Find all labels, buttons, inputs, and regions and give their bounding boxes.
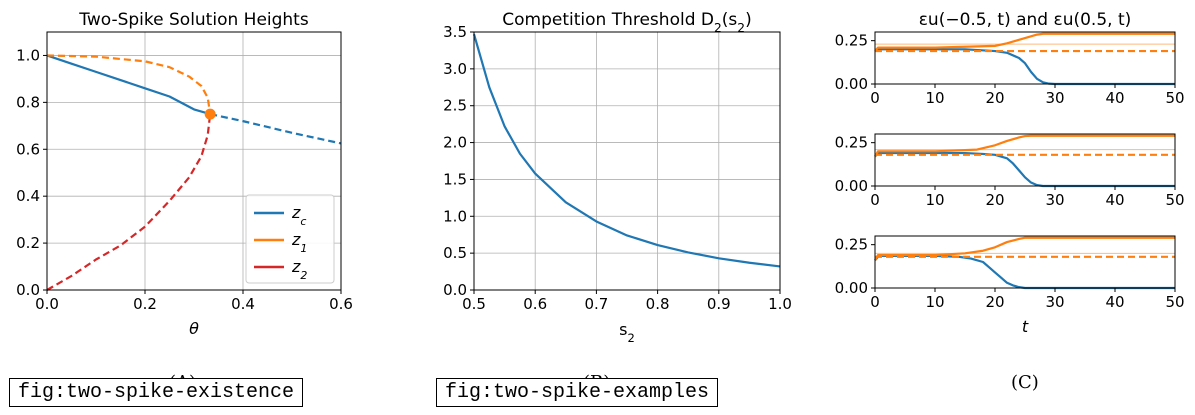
panel-c1 — [871, 31, 1176, 88]
axes-frame — [473, 31, 781, 291]
x-tick-label: 10 — [925, 191, 944, 209]
y-tick-label: 0.25 — [835, 134, 868, 152]
caption-c: (C) — [1011, 372, 1039, 393]
x-tick-label: 0 — [870, 293, 880, 311]
series-line-a-0 — [46, 54, 211, 116]
x-tick-label: 30 — [1045, 293, 1064, 311]
panel-b — [470, 31, 781, 294]
x-tick-label: 40 — [1105, 191, 1124, 209]
panel-a — [43, 31, 342, 294]
x-tick-label: 0.9 — [707, 295, 731, 313]
panel-c3 — [871, 235, 1176, 292]
y-tick-label: 3.0 — [443, 60, 467, 78]
chart-title: Competition Threshold D2(s2) — [502, 10, 751, 35]
x-tick-label: 0.4 — [231, 295, 255, 313]
legend-entry: z2 — [291, 257, 307, 282]
x-axis-label: s2 — [619, 320, 635, 345]
x-tick-label: 0.8 — [646, 295, 670, 313]
y-tick-label: 1.0 — [16, 46, 40, 64]
chart-title: εu(−0.5, t) and εu(0.5, t) — [919, 10, 1132, 30]
legend-entry: z1 — [291, 230, 307, 255]
x-tick-label: 20 — [985, 191, 1004, 209]
axes-frame — [874, 235, 1176, 289]
x-tick-label: 0.6 — [329, 295, 353, 313]
series-line-a-3 — [46, 113, 212, 291]
x-tick-label: 20 — [985, 89, 1004, 107]
x-tick-label: 10 — [925, 89, 944, 107]
series-line-c2-1 — [874, 134, 1175, 158]
bifurcation-marker — [204, 108, 216, 120]
y-tick-label: 0.0 — [16, 281, 40, 299]
series-line-c1-1 — [874, 32, 1175, 52]
x-axis-label: θ — [189, 319, 199, 338]
x-tick-label: 50 — [1165, 293, 1184, 311]
x-tick-label: 0.6 — [523, 295, 547, 313]
chart-title: Two-Spike Solution Heights — [78, 10, 309, 30]
y-tick-label: 0.2 — [16, 234, 40, 252]
panel-c2 — [871, 133, 1176, 190]
y-tick-label: 0.4 — [16, 187, 40, 205]
y-tick-label: 0.00 — [835, 75, 868, 93]
y-tick-label: 1.0 — [443, 207, 467, 225]
legend-entry: zc — [291, 203, 306, 228]
series-line-c3-1 — [874, 236, 1175, 261]
x-tick-label: 0.0 — [35, 295, 59, 313]
x-tick-label: 0 — [870, 89, 880, 107]
series-line-c1-0 — [874, 48, 1175, 86]
x-tick-label: 50 — [1165, 89, 1184, 107]
x-tick-label: 10 — [925, 293, 944, 311]
y-tick-label: 0.25 — [835, 32, 868, 50]
y-tick-label: 0.00 — [835, 177, 868, 195]
y-tick-label: 3.5 — [443, 23, 467, 41]
y-tick-label: 0.25 — [835, 236, 868, 254]
x-tick-label: 40 — [1105, 293, 1124, 311]
x-tick-label: 0.7 — [584, 295, 608, 313]
x-tick-label: 0 — [870, 191, 880, 209]
legend-box — [245, 194, 335, 284]
series-line-c2-0 — [874, 151, 1175, 188]
x-tick-label: 0.5 — [462, 295, 486, 313]
label-box-b: fig:two-spike-examples — [436, 378, 719, 407]
y-tick-label: 0.00 — [835, 279, 868, 297]
y-tick-label: 0.0 — [443, 281, 467, 299]
y-tick-label: 2.0 — [443, 134, 467, 152]
y-tick-label: 0.8 — [16, 93, 40, 111]
x-axis-label: t — [1022, 317, 1029, 336]
x-tick-label: 40 — [1105, 89, 1124, 107]
series-line-a-2 — [46, 54, 212, 115]
series-line-a-1 — [209, 113, 342, 145]
x-tick-label: 30 — [1045, 89, 1064, 107]
y-tick-label: 1.5 — [443, 170, 467, 188]
series-line-b-0 — [472, 33, 781, 268]
axes-frame — [874, 31, 1176, 85]
series-line-c3-0 — [874, 254, 1175, 290]
x-tick-label: 30 — [1045, 191, 1064, 209]
axes-frame — [874, 133, 1176, 187]
label-box-a: fig:two-spike-existence — [9, 378, 304, 407]
x-tick-label: 50 — [1165, 191, 1184, 209]
y-tick-label: 2.5 — [443, 97, 467, 115]
x-tick-label: 0.2 — [133, 295, 157, 313]
y-tick-label: 0.6 — [16, 140, 40, 158]
x-tick-label: 20 — [985, 293, 1004, 311]
y-tick-label: 0.5 — [443, 244, 467, 262]
axes-frame — [46, 31, 342, 291]
x-tick-label: 1.0 — [768, 295, 792, 313]
